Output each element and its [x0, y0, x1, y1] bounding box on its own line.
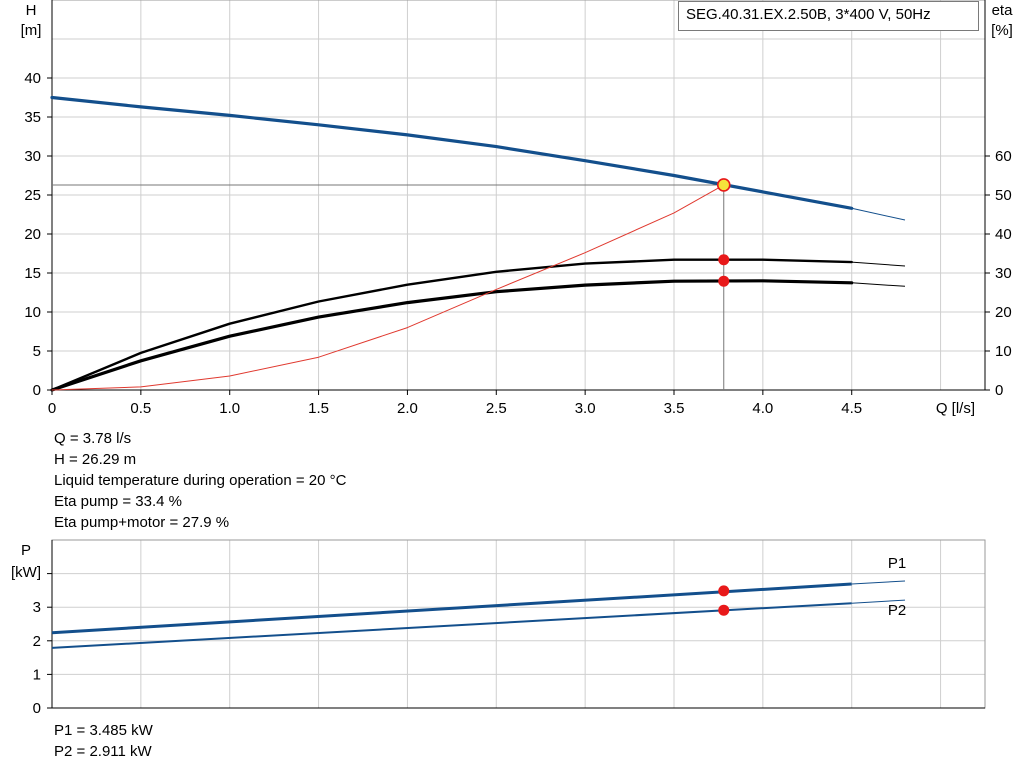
- y-left-tick-label: 25: [24, 187, 41, 204]
- x-tick-label: 1.0: [219, 400, 240, 417]
- y-right-tick-label: 30: [995, 265, 1012, 282]
- x-tick-label: 4.5: [841, 400, 862, 417]
- x-tick-label: 0.5: [130, 400, 151, 417]
- y-right-tick-label: 40: [995, 226, 1012, 243]
- bottom-y-axis-unit: [kW]: [11, 564, 41, 581]
- duty-point-p1-marker: [718, 585, 730, 597]
- y-left-tick-label: 10: [24, 304, 41, 321]
- bottom-y-axis-label: P: [21, 542, 31, 559]
- readout-eta-pump-motor: Eta pump+motor = 27.9 %: [54, 514, 230, 531]
- y-left-tick-label: 15: [24, 265, 41, 282]
- readout-eta-pump: Eta pump = 33.4 %: [54, 493, 182, 510]
- bottom-y-tick-label: 2: [33, 633, 41, 650]
- y-left-tick-label: 40: [24, 70, 41, 87]
- y-left-tick-label: 5: [33, 343, 41, 360]
- duty-point-readout: Q = 3.78 l/s H = 26.29 m Liquid temperat…: [54, 428, 346, 533]
- x-tick-label: 2.0: [397, 400, 418, 417]
- chart-title-box: SEG.40.31.EX.2.50B, 3*400 V, 50Hz: [678, 1, 979, 31]
- series-p1-label: P1: [888, 555, 906, 572]
- x-tick-label: 2.5: [486, 400, 507, 417]
- y-left-tick-label: 30: [24, 148, 41, 165]
- y-right-axis-unit: [%]: [991, 22, 1013, 39]
- x-tick-label: 3.5: [664, 400, 685, 417]
- bottom-y-tick-label: 1: [33, 666, 41, 683]
- x-tick-label: 1.5: [308, 400, 329, 417]
- y-right-tick-label: 60: [995, 148, 1012, 165]
- series-p1-extension: [851, 580, 906, 585]
- bottom-chart-axes: 0 1 2 3 P [kW]: [11, 540, 985, 717]
- y-left-axis-label: H: [26, 2, 37, 19]
- top-chart-axes: 0 0.5 1.0 1.5 2.0 2.5 3.0 3.5 4.0 4.5 0 5 10 15 20 25 30…: [21, 0, 1014, 417]
- y-left-tick-label: 20: [24, 226, 41, 243]
- y-right-tick-label: 20: [995, 304, 1012, 321]
- duty-point-eta-total-marker: [718, 275, 730, 287]
- series-p2-label: P2: [888, 602, 906, 619]
- power-readout: P1 = 3.485 kW P2 = 2.911 kW: [54, 720, 153, 762]
- duty-point-eta-pump-marker: [718, 254, 730, 266]
- readout-p2: P2 = 2.911 kW: [54, 743, 152, 760]
- x-tick-label: 3.0: [575, 400, 596, 417]
- y-right-tick-label: 0: [995, 382, 1003, 399]
- y-right-tick-label: 50: [995, 187, 1012, 204]
- y-left-axis-unit: [m]: [21, 22, 42, 39]
- series-eta_total-extension: [851, 282, 906, 287]
- chart-title: SEG.40.31.EX.2.50B, 3*400 V, 50Hz: [686, 6, 931, 23]
- bottom-y-tick-label: 3: [33, 599, 41, 616]
- bottom-chart-series: P1 P2: [51, 555, 906, 649]
- y-right-tick-label: 10: [995, 343, 1012, 360]
- duty-point-head-marker: [716, 178, 731, 192]
- series-eta_pump-extension: [851, 261, 906, 267]
- series-head-extension: [851, 207, 906, 221]
- top-chart-series: [50, 95, 906, 392]
- top-chart-grid: [51, 0, 986, 391]
- duty-point-p2-marker: [718, 604, 730, 616]
- y-left-tick-label: 0: [33, 382, 41, 399]
- series-head-curve: [50, 95, 854, 210]
- y-left-tick-label: 35: [24, 109, 41, 126]
- series-eta_total-curve: [50, 279, 854, 392]
- x-axis-label: Q [l/s]: [936, 400, 975, 417]
- readout-head: H = 26.29 m: [54, 451, 137, 468]
- bottom-y-tick-label: 0: [33, 700, 41, 717]
- x-tick-label: 0: [48, 400, 56, 417]
- series-p2-extension: [851, 599, 906, 604]
- readout-flow: Q = 3.78 l/s: [54, 430, 132, 447]
- y-right-axis-label: eta: [992, 2, 1014, 19]
- readout-p1: P1 = 3.485 kW: [54, 722, 153, 739]
- x-tick-label: 4.0: [752, 400, 773, 417]
- series-eta_pump-curve: [50, 258, 853, 392]
- readout-liquid-temperature: Liquid temperature during operation = 20…: [54, 472, 347, 489]
- series-npsh-curve: [51, 184, 725, 391]
